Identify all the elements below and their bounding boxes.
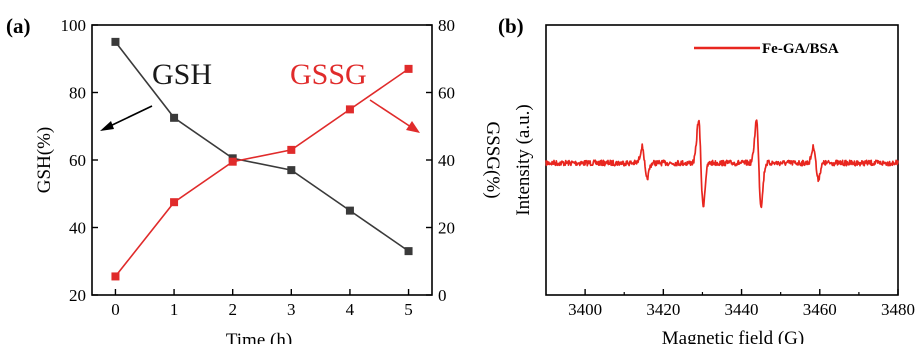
- panel-b-x-tick-label: 3460: [803, 300, 837, 319]
- gssg-series-line: [114, 68, 410, 277]
- panel-a-y2-axis-label: GSSG(%): [482, 121, 503, 198]
- panel-b-plot-frame: [545, 24, 899, 296]
- gsh-annotation: GSH: [152, 58, 212, 91]
- panel-a-y-tick-label: 40: [69, 219, 86, 238]
- panel-a-x-tick-label: 1: [170, 300, 179, 319]
- panel-b-label: (b): [498, 14, 524, 38]
- panel-b-y-axis-label: Intensity (a.u.): [513, 104, 534, 215]
- panel-a-x-tick-label: 4: [346, 300, 355, 319]
- panel-a-y2-tick-label: 40: [438, 151, 455, 170]
- panel-b-chart: (b) 3400 3420 3440 3460 3480 Fe-GA/BSA Magne…: [498, 14, 915, 344]
- panel-a-y-tick-label: 100: [61, 16, 87, 35]
- gssg-point: [111, 272, 120, 281]
- panel-a-y-tick-label: 60: [69, 151, 86, 170]
- panel-a-x-tick-label: 0: [111, 300, 120, 319]
- gsh-point: [111, 37, 120, 46]
- gsh-point: [404, 247, 413, 256]
- panel-a-y2-tick-label: 20: [438, 219, 455, 238]
- panel-a-y-tick-label: 80: [69, 84, 86, 103]
- panel-a-x-tick-label: 5: [404, 300, 413, 319]
- gssg-point: [287, 145, 296, 154]
- panel-a-y-axis-label: GSH(%): [34, 127, 55, 194]
- panel-a-y2-tick-label: 60: [438, 84, 455, 103]
- gsh-point: [345, 206, 354, 215]
- panel-a-plot-frame: [91, 24, 433, 296]
- panel-b-x-tick-label: 3480: [881, 300, 915, 319]
- gsh-series-line: [114, 41, 410, 252]
- legend: Fe-GA/BSA: [694, 41, 839, 57]
- gssg-annotation: GSSG: [290, 58, 367, 91]
- panel-a-label: (a): [6, 14, 31, 38]
- epr-spectrum-line: [545, 119, 899, 209]
- gssg-point: [404, 64, 413, 73]
- gsh-point: [170, 113, 179, 122]
- panel-b-x-tick-label: 3440: [725, 300, 759, 319]
- panel-a-y-tick-label: 20: [69, 286, 86, 305]
- gssg-point: [345, 105, 354, 114]
- panel-a-x-tick-label: 3: [287, 300, 296, 319]
- gsh-arrow: [100, 105, 153, 131]
- panel-b-x-axis-label: Magnetic field (G): [662, 328, 804, 344]
- legend-label-fe-ga-bsa: Fe-GA/BSA: [762, 41, 839, 57]
- gssg-point: [228, 157, 237, 166]
- panel-b-x-tick-label: 3420: [646, 300, 680, 319]
- panel-a-y2-tick-label: 0: [438, 286, 447, 305]
- gssg-point: [170, 198, 179, 207]
- panel-a-y2-tick-label: 80: [438, 16, 455, 35]
- panel-a-x-axis-label: Time (h): [226, 330, 292, 344]
- panel-a-x-tick-label: 2: [228, 300, 237, 319]
- gsh-point: [287, 166, 296, 175]
- gssg-arrow: [369, 99, 420, 133]
- panel-b-x-tick-label: 3400: [568, 300, 602, 319]
